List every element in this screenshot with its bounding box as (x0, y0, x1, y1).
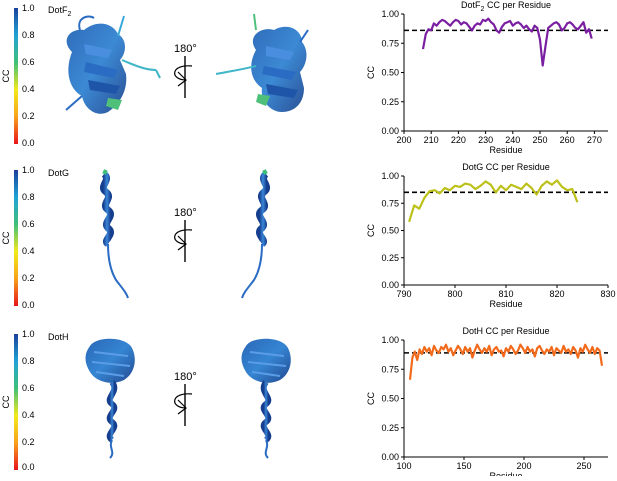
colorbar-tick: 0.8 (22, 192, 35, 202)
colorbar-dotf2: 1.0 0.8 0.6 0.4 0.2 0.0 CC (1, 3, 35, 148)
colorbar-gradient (14, 170, 18, 306)
rotate-180-icon: 180° (174, 207, 197, 262)
x-axis-title: Residue (489, 299, 522, 309)
colorbar-tick: 0.2 (22, 437, 35, 447)
colorbar-tick: 0.0 (22, 462, 35, 472)
protein-label-doth: DotH (48, 332, 69, 342)
colorbar-axis-label: CC (1, 69, 11, 82)
colorbar-tick: 1.0 (22, 329, 35, 339)
colorbar-tick: 0.0 (22, 138, 35, 148)
panel-dotg: 1.0 0.8 0.6 0.4 0.2 0.0 CC DotG 180° (1, 165, 270, 310)
doth-ribbon-structure-icon (85, 338, 135, 459)
y-tick-label: 1.00 (381, 9, 399, 19)
y-tick-label: 0.00 (381, 280, 399, 290)
colorbar-tick: 0.0 (22, 300, 35, 310)
series-line (408, 343, 604, 380)
x-axis-title: Residue (489, 145, 522, 155)
colorbar-tick: 0.2 (22, 273, 35, 283)
colorbar-axis-label: CC (1, 395, 11, 408)
x-tick-label: 240 (505, 135, 520, 145)
x-tick-label: 800 (447, 289, 462, 299)
y-tick-label: 0.75 (381, 364, 399, 374)
colorbar-tick: 0.8 (22, 30, 35, 40)
colorbar-axis-label: CC (1, 231, 11, 244)
x-tick-label: 200 (396, 135, 411, 145)
x-tick-label: 270 (587, 135, 602, 145)
colorbar-tick: 1.0 (22, 165, 35, 175)
x-tick-label: 210 (424, 135, 439, 145)
x-tick-label: 250 (532, 135, 547, 145)
dotf2-ribbon-structure-rotated-icon (215, 13, 309, 112)
x-tick-label: 250 (576, 461, 591, 471)
x-tick-label: 100 (396, 461, 411, 471)
doth-ribbon-structure-rotated-icon (241, 338, 291, 459)
y-tick-label: 1.00 (381, 335, 399, 345)
colorbar-tick: 0.8 (22, 356, 35, 366)
series-line (408, 179, 579, 223)
colorbar-tick: 0.4 (22, 410, 35, 420)
x-tick-label: 810 (498, 289, 513, 299)
rotate-180-icon: 180° (174, 371, 197, 426)
x-tick-label: 230 (478, 135, 493, 145)
colorbar-tick: 0.4 (22, 84, 35, 94)
protein-label-dotf2: DotF2 (48, 5, 72, 18)
chart-title: DotG CC per Residue (462, 162, 550, 172)
x-tick-label: 260 (560, 135, 575, 145)
x-tick-label: 820 (549, 289, 564, 299)
y-tick-label: 0.50 (381, 226, 399, 236)
y-tick-label: 0.25 (381, 423, 399, 433)
x-tick-label: 830 (600, 289, 615, 299)
y-tick-label: 0.75 (381, 198, 399, 208)
y-tick-label: 1.00 (381, 171, 399, 181)
colorbar-gradient (14, 8, 18, 144)
dotf2-ribbon-structure-icon (65, 15, 161, 114)
y-tick-label: 0.75 (381, 38, 399, 48)
chart-title: DotH CC per Residue (462, 326, 549, 336)
colorbar-tick: 0.6 (22, 219, 35, 229)
x-tick-label: 200 (516, 461, 531, 471)
dotf2-cc-chart: 0.00 0.25 0.50 0.75 1.00 200 210 220 230 240 250 26… (366, 0, 608, 155)
rotation-label: 180° (174, 207, 197, 219)
rotation-label: 180° (174, 371, 197, 383)
chart-title: DotF2 CC per Residue (461, 0, 551, 13)
y-tick-label: 0.00 (381, 126, 399, 136)
colorbar-tick: 0.6 (22, 57, 35, 67)
colorbar-tick: 0.2 (22, 111, 35, 121)
x-axis-title: Residue (489, 471, 522, 476)
colorbar-doth: 1.0 0.8 0.6 0.4 0.2 0.0 CC (1, 329, 35, 472)
protein-label-dotg: DotG (48, 168, 69, 178)
y-axis-title: CC (366, 224, 376, 237)
rotate-180-icon: 180° (174, 43, 197, 98)
y-tick-label: 0.50 (381, 394, 399, 404)
rotation-label: 180° (174, 43, 197, 55)
x-tick-label: 790 (396, 289, 411, 299)
y-tick-label: 0.25 (381, 253, 399, 263)
colorbar-dotg: 1.0 0.8 0.6 0.4 0.2 0.0 CC (1, 165, 35, 310)
dotg-cc-chart: 0.00 0.25 0.50 0.75 1.00 790 800 810 820 830 Resid… (366, 162, 616, 309)
doth-cc-chart: 0.00 0.25 0.50 0.75 1.00 100 150 200 250 Residue C… (366, 326, 608, 481)
colorbar-tick: 0.6 (22, 383, 35, 393)
panel-dotf2: 1.0 0.8 0.6 0.4 0.2 0.0 CC DotF2 180° (1, 3, 309, 148)
colorbar-tick: 1.0 (22, 3, 35, 13)
y-axis-title: CC (366, 66, 376, 79)
y-axis-title: CC (366, 392, 376, 405)
dotg-helix-structure-icon (100, 169, 129, 299)
colorbar-gradient (14, 334, 18, 470)
colorbar-tick: 0.4 (22, 246, 35, 256)
x-tick-label: 220 (451, 135, 466, 145)
series-line (421, 17, 593, 67)
dotg-helix-structure-rotated-icon (241, 169, 270, 299)
y-tick-label: 0.00 (381, 452, 399, 462)
y-tick-label: 0.50 (381, 68, 399, 78)
x-tick-label: 150 (456, 461, 471, 471)
panel-doth: 1.0 0.8 0.6 0.4 0.2 0.0 CC DotH 180° (1, 329, 291, 472)
y-tick-label: 0.25 (381, 97, 399, 107)
